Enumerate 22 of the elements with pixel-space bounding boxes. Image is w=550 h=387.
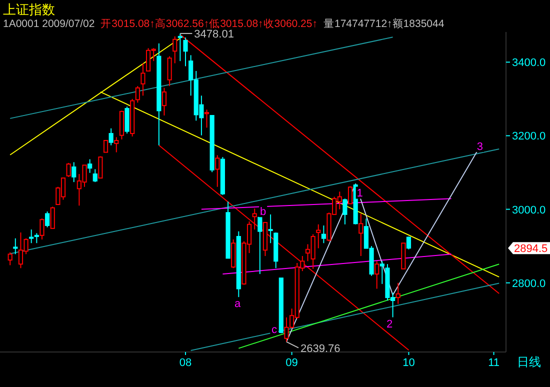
x-tick-label: 08 xyxy=(179,357,192,369)
text: 量174747712↑额1835044 xyxy=(324,17,444,30)
x-tick-label: 10 xyxy=(402,357,415,369)
annotation: b xyxy=(260,206,266,218)
x-axis-title: 日线 xyxy=(517,355,541,369)
y-tick-label: 3200.0 xyxy=(512,130,546,143)
annotation: a xyxy=(234,298,242,310)
text: 开3015.08↑高3062.56↑低3015.08↑收3060.25↑ xyxy=(100,17,318,30)
annotation: 3 xyxy=(476,141,484,154)
annotation: 2639.76 xyxy=(300,342,340,355)
annotation: 1 xyxy=(356,188,363,200)
x-tick-label: 09 xyxy=(286,357,298,369)
y-tick-label: 3000.0 xyxy=(512,204,546,216)
y-tick-label: 3400.0 xyxy=(512,57,546,70)
title: 上证指数 xyxy=(3,2,55,17)
annotation: 3478.01 xyxy=(194,28,234,40)
annotation: c xyxy=(272,324,278,336)
x-tick-label: 11 xyxy=(488,357,500,369)
text: 1A0001 2009/07/02 xyxy=(3,18,95,30)
annotation: 2 xyxy=(386,318,393,330)
y-tick-label: 2800.0 xyxy=(512,278,546,290)
last-price: 2894.5 xyxy=(508,242,550,256)
